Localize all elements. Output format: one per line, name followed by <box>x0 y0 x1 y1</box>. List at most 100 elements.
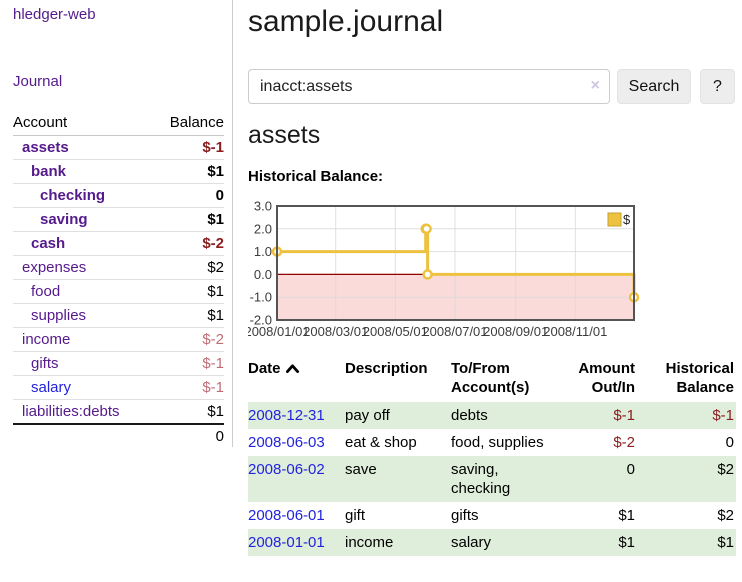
transaction-balance: 0 <box>725 434 734 451</box>
sort-ascending-icon <box>285 364 299 373</box>
register-header-accounts[interactable]: To/From Account(s) <box>451 360 530 396</box>
main-content: sample.journal × Search ? assets Histori… <box>248 0 742 582</box>
search-button[interactable]: Search <box>617 69 691 104</box>
account-link[interactable]: food <box>31 283 61 300</box>
account-link[interactable]: assets <box>22 139 69 156</box>
transaction-accounts: food, supplies <box>451 434 544 451</box>
transaction-description: income <box>345 529 451 556</box>
transaction-accounts: debts <box>451 402 569 429</box>
account-row: salary $-1 <box>13 375 224 400</box>
transaction-amount: $1 <box>618 507 635 524</box>
x-tick-label: 2008/03/01 <box>303 324 368 339</box>
sidebar: hledger-web Journal Account Balance asse… <box>0 0 233 448</box>
account-heading: assets <box>248 121 321 149</box>
app-title-link[interactable]: hledger-web <box>13 6 96 23</box>
accounts-header-balance: Balance <box>152 111 224 136</box>
account-balance: $2 <box>152 255 224 280</box>
x-tick-label: 2008/07/01 <box>422 324 487 339</box>
search-input[interactable] <box>248 69 610 104</box>
account-link[interactable]: bank <box>31 163 67 180</box>
accounts-total-value: 0 <box>152 423 224 448</box>
account-link[interactable]: cash <box>31 235 66 252</box>
transaction-date-link[interactable]: 2008-06-01 <box>248 507 325 524</box>
account-balance: $1 <box>152 159 224 184</box>
transaction-date-link[interactable]: 2008-06-02 <box>248 461 325 478</box>
register-table: Date Description To/From Account(s) Amou… <box>248 356 736 556</box>
x-tick-label: 2008/05/01 <box>363 324 428 339</box>
register-header-date[interactable]: Date <box>248 356 345 402</box>
plot-border <box>276 205 635 321</box>
clear-search-icon[interactable]: × <box>590 77 600 94</box>
transaction-amount: $-1 <box>569 402 637 429</box>
y-tick-label: 2.0 <box>254 221 272 236</box>
account-link[interactable]: supplies <box>31 307 87 324</box>
accounts-table-body: assets $-1 bank $1 checking 0 saving $1 cash $-2 e… <box>13 135 224 425</box>
accounts-table: Account Balance assets $-1 bank $1 checking 0… <box>13 111 224 448</box>
accounts-header-row: Account Balance <box>13 111 224 136</box>
account-link[interactable]: saving <box>40 211 88 228</box>
account-row: bank $1 <box>13 159 224 184</box>
account-balance: $1 <box>152 303 224 328</box>
account-balance: $1 <box>152 207 224 232</box>
account-balance: 0 <box>152 183 224 208</box>
transaction-amount: $1 <box>569 529 637 556</box>
transaction-balance: $2 <box>717 507 734 524</box>
account-row: food $1 <box>13 279 224 304</box>
transaction-date-link[interactable]: 2008-01-01 <box>248 534 325 551</box>
transaction-accounts: salary <box>451 529 569 556</box>
search-form: × Search ? <box>248 69 742 104</box>
help-button[interactable]: ? <box>700 69 735 104</box>
data-point-marker <box>422 269 433 280</box>
sidebar-item-journal[interactable]: Journal <box>13 73 63 90</box>
account-balance: $-1 <box>152 375 224 400</box>
account-row: expenses $2 <box>13 255 224 280</box>
transaction-description: pay off <box>345 402 451 429</box>
account-row: assets $-1 <box>13 135 224 160</box>
account-row: supplies $1 <box>13 303 224 328</box>
account-link[interactable]: liabilities:debts <box>22 403 120 420</box>
legend-label: $ <box>623 212 631 227</box>
transaction-date-link[interactable]: 2008-06-03 <box>248 434 325 451</box>
transaction-description: gift <box>345 507 366 524</box>
account-row: saving $1 <box>13 207 224 232</box>
search-input-wrap: × <box>248 69 610 104</box>
transaction-amount: 0 <box>569 456 637 502</box>
account-balance: $-2 <box>152 231 224 256</box>
account-link[interactable]: gifts <box>31 355 59 372</box>
account-row: checking 0 <box>13 183 224 208</box>
account-row: cash $-2 <box>13 231 224 256</box>
transaction-amount: $-2 <box>613 434 635 451</box>
register-row: 2008-12-31 pay off debts $-1 $-1 <box>248 402 736 429</box>
transaction-description: save <box>345 456 451 502</box>
register-row: 2008-06-02 save saving, checking 0 $2 <box>248 456 736 502</box>
transaction-date-link[interactable]: 2008-12-31 <box>248 407 325 424</box>
account-balance: $1 <box>152 279 224 304</box>
account-link[interactable]: checking <box>40 187 106 204</box>
page-title: sample.journal <box>248 5 444 38</box>
account-row: income $-2 <box>13 327 224 352</box>
account-row: gifts $-1 <box>13 351 224 376</box>
register-header-row: Date Description To/From Account(s) Amou… <box>248 356 736 402</box>
transaction-balance: $-1 <box>637 402 736 429</box>
y-tick-label: -2.0 <box>250 313 272 328</box>
register-header-description[interactable]: Description <box>345 360 428 377</box>
account-link[interactable]: expenses <box>22 259 87 276</box>
account-link[interactable]: income <box>22 331 71 348</box>
account-row: liabilities:debts $1 <box>13 399 224 425</box>
accounts-total-row: 0 <box>13 423 224 448</box>
chart-legend: $ <box>607 212 631 227</box>
register-row: 2008-06-01 gift gifts $1 $2 <box>248 502 736 529</box>
register-row: 2008-06-03 eat & shop food, supplies $-2 0 <box>248 429 736 456</box>
register-row: 2008-01-01 income salary $1 $1 <box>248 529 736 556</box>
register-table-body: 2008-12-31 pay off debts $-1 $-1 2008-06-03 ea… <box>248 402 736 556</box>
accounts-header-account: Account <box>13 111 153 136</box>
x-tick-label: 2008/09/01 <box>483 324 548 339</box>
transaction-accounts: saving, checking <box>451 456 569 502</box>
y-tick-label: 3.0 <box>254 199 272 214</box>
register-header-balance[interactable]: Historical Balance <box>665 360 734 396</box>
account-link[interactable]: salary <box>31 379 72 396</box>
legend-swatch <box>607 212 622 227</box>
y-tick-label: 0.0 <box>254 267 272 282</box>
register-header-amount[interactable]: Amount Out/In <box>578 360 635 396</box>
x-tick-label: 2008/01/01 <box>248 324 310 339</box>
